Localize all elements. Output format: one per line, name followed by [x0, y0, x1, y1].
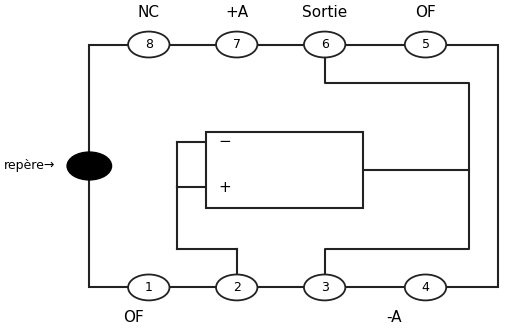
Text: 1: 1	[145, 281, 153, 294]
Circle shape	[67, 152, 112, 180]
Text: 8: 8	[145, 38, 153, 51]
Text: 5: 5	[422, 38, 430, 51]
Circle shape	[128, 275, 170, 300]
Circle shape	[128, 32, 170, 57]
Text: 3: 3	[321, 281, 329, 294]
Circle shape	[304, 275, 345, 300]
Text: -A: -A	[387, 310, 402, 325]
Circle shape	[216, 275, 257, 300]
Text: +: +	[218, 180, 231, 195]
Text: OF: OF	[123, 310, 144, 325]
Text: +A: +A	[225, 5, 248, 20]
Text: repère→: repère→	[4, 159, 55, 173]
Circle shape	[405, 32, 446, 57]
Text: Sortie: Sortie	[302, 5, 347, 20]
Text: 4: 4	[422, 281, 430, 294]
Circle shape	[405, 275, 446, 300]
Polygon shape	[206, 132, 363, 208]
Circle shape	[216, 32, 257, 57]
Text: OF: OF	[415, 5, 436, 20]
Text: 6: 6	[321, 38, 329, 51]
Text: 7: 7	[233, 38, 241, 51]
Circle shape	[304, 32, 345, 57]
Text: NC: NC	[138, 5, 160, 20]
Text: 2: 2	[233, 281, 241, 294]
Text: −: −	[218, 134, 231, 149]
